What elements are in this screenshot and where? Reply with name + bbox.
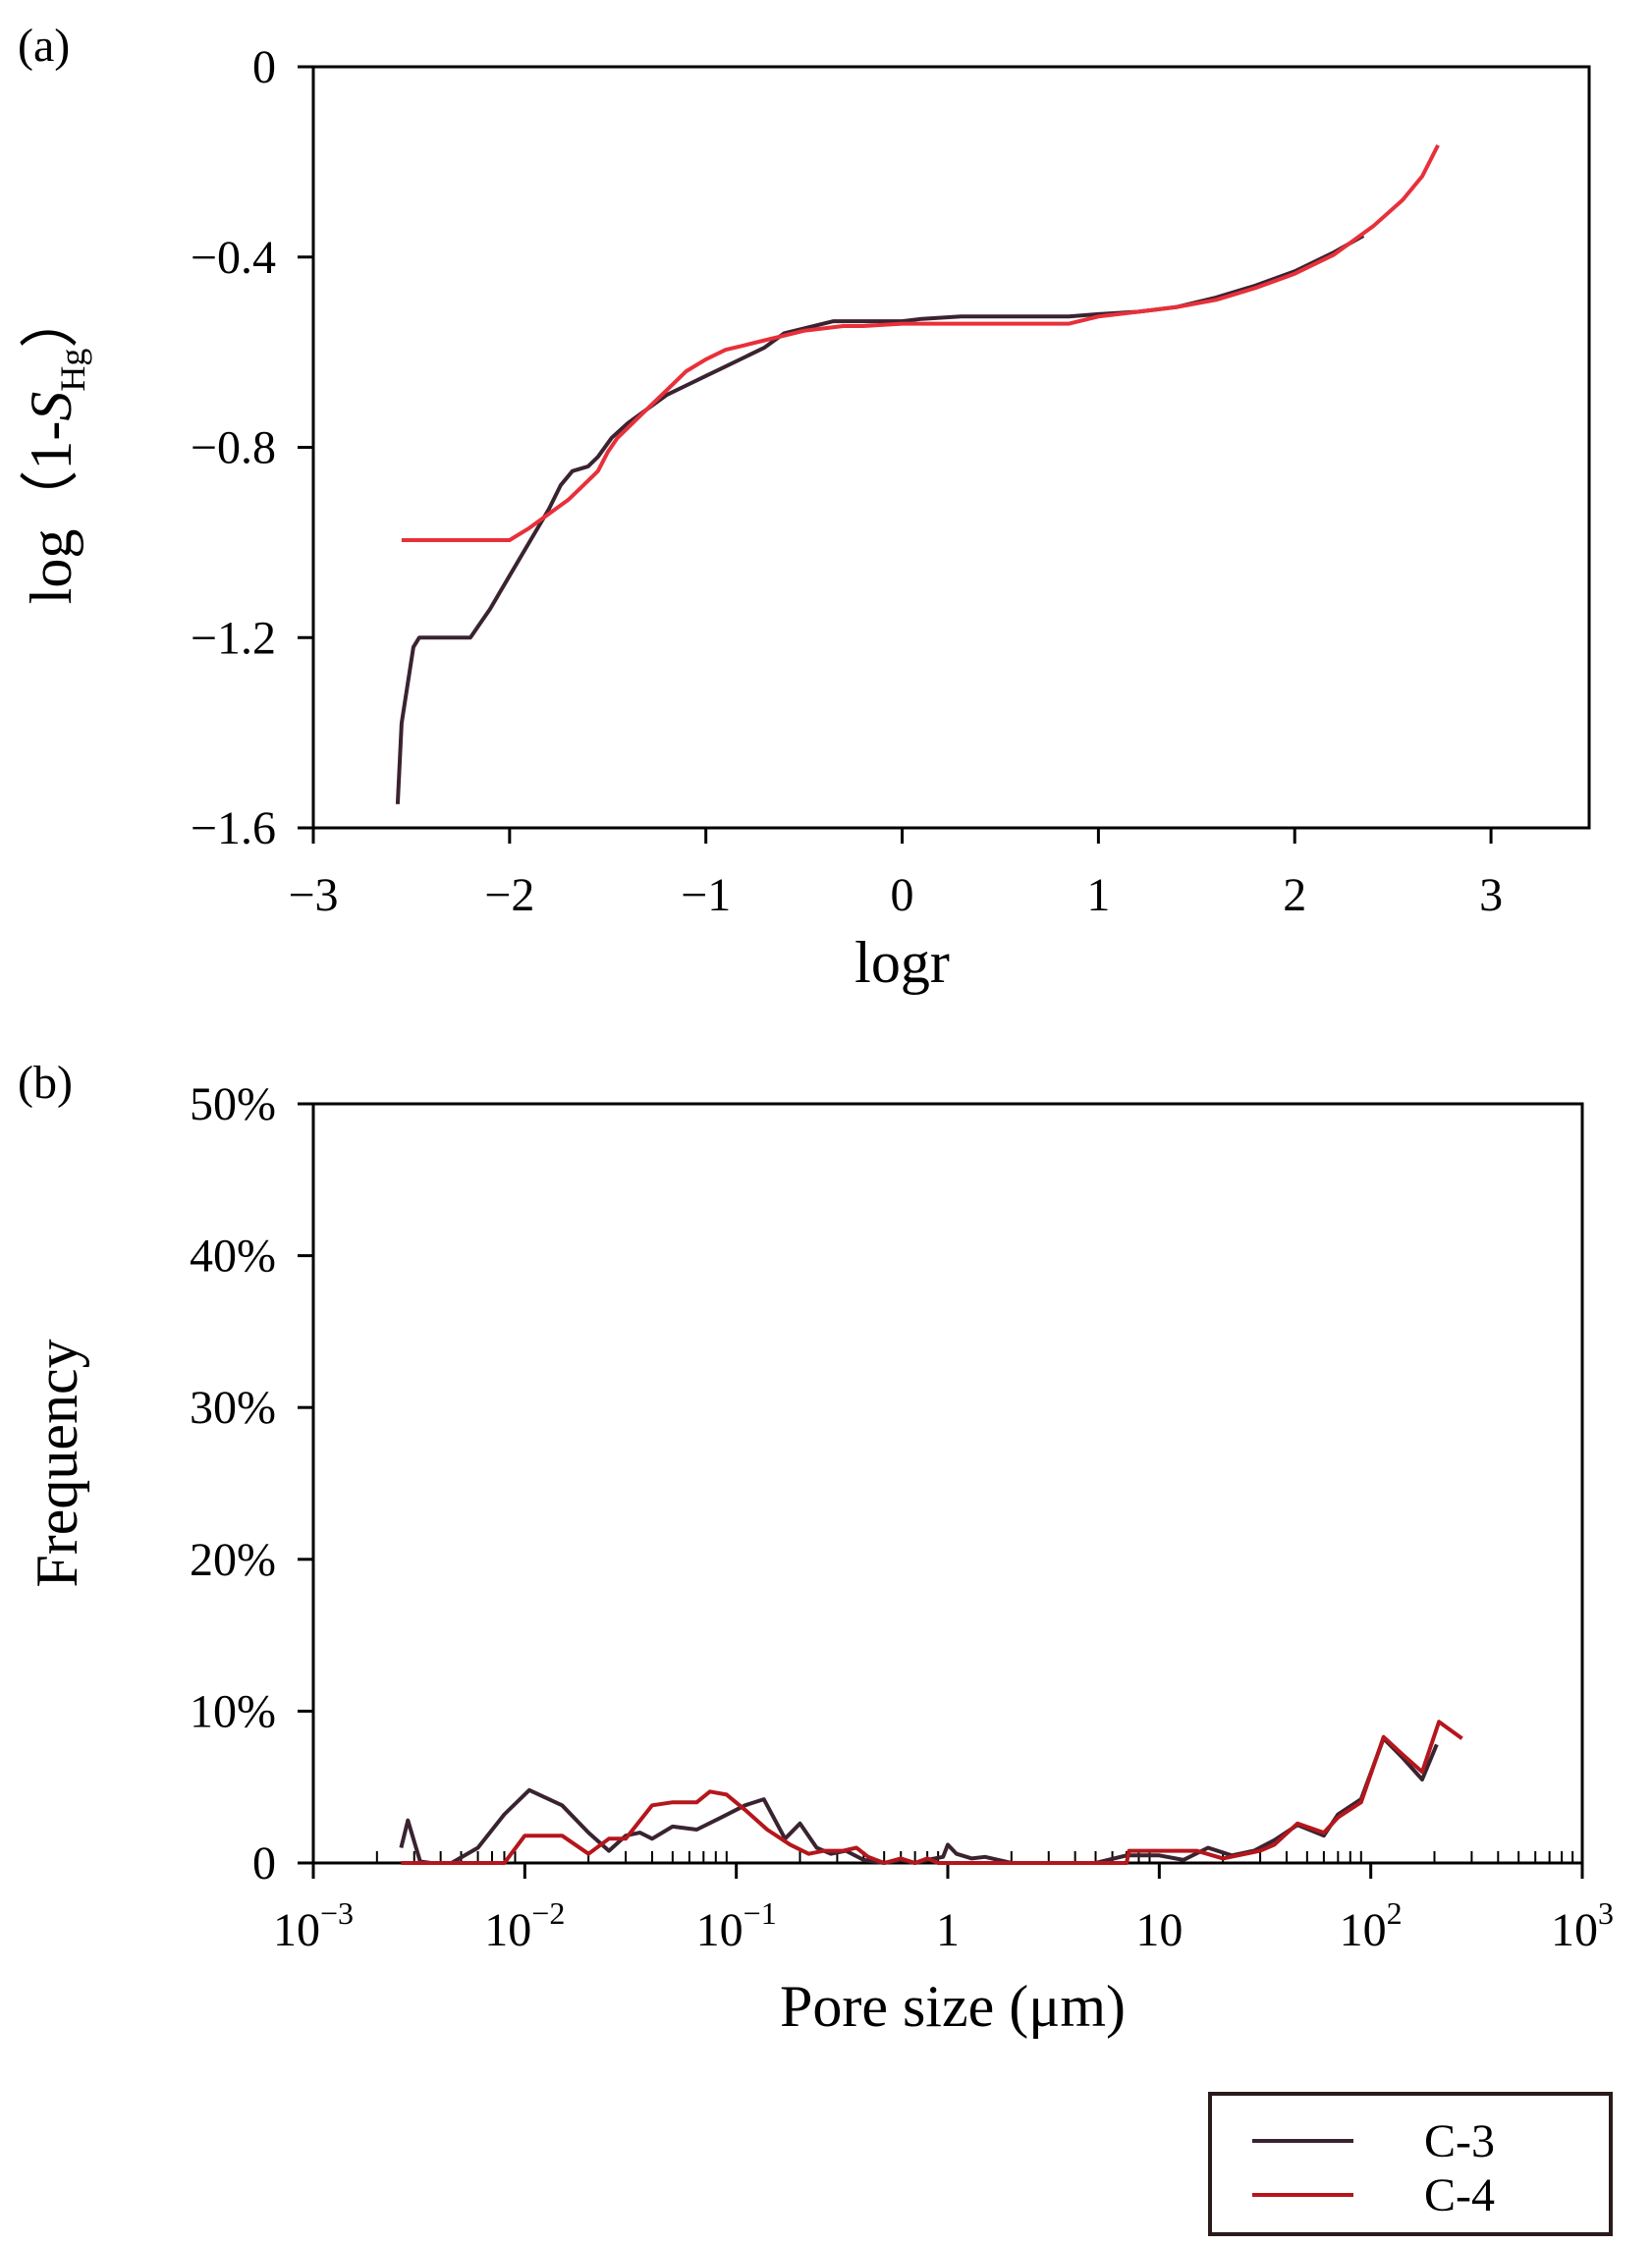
y-title-symbol-a: S bbox=[19, 392, 83, 421]
y-title-suffix-a: ） bbox=[19, 290, 83, 349]
x-tick-base-b: 10 bbox=[484, 1904, 531, 1956]
x-tick-label-b: 102 bbox=[1340, 1895, 1403, 1956]
y-tick-label-b: 10% bbox=[190, 1685, 276, 1737]
panel-a: −3 −2 −1 0 1 2 3 0 −0.4 −0.8 −1.2 −1.6 (a) logr log（1-… bbox=[18, 20, 1591, 995]
x-tick-base-b: 1 bbox=[936, 1904, 960, 1956]
legend-label-c-3: C-3 bbox=[1424, 2115, 1495, 2167]
y-axis-title-a: log（1-SHg） bbox=[19, 290, 92, 605]
y-tick-label-a: −1.2 bbox=[191, 612, 276, 664]
y-tick-label-a: −0.8 bbox=[191, 422, 276, 474]
x-tick-label-b: 1 bbox=[936, 1904, 960, 1956]
y-axis-title-b: Frequency bbox=[25, 1339, 89, 1587]
y-tick-label-b: 20% bbox=[190, 1534, 276, 1586]
x-tick-label-b: 10−3 bbox=[273, 1895, 354, 1956]
x-tick-exp-b: −1 bbox=[743, 1895, 777, 1931]
panel-label-a: (a) bbox=[18, 20, 70, 72]
x-tick-exp-b: 2 bbox=[1387, 1895, 1403, 1931]
y-tick-label-b: 50% bbox=[190, 1078, 276, 1130]
x-tick-label-b: 103 bbox=[1551, 1895, 1614, 1956]
x-tick-base-b: 10 bbox=[273, 1904, 320, 1956]
x-tick-base-b: 10 bbox=[1135, 1904, 1183, 1956]
legend-label-c-4: C-4 bbox=[1424, 2169, 1495, 2221]
legend: C-3C-4 bbox=[1208, 2092, 1613, 2236]
panel-label-b: (b) bbox=[18, 1057, 73, 1109]
x-tick-label-b: 10−1 bbox=[696, 1895, 777, 1956]
series-line-a-c-3 bbox=[395, 234, 1365, 804]
y-tick-label-a: −0.4 bbox=[191, 232, 276, 284]
x-tick-label-a: 0 bbox=[891, 869, 914, 921]
x-tick-base-b: 10 bbox=[1551, 1904, 1598, 1956]
series-line-b-c-3 bbox=[399, 1736, 1439, 1865]
x-tick-base-b: 10 bbox=[696, 1904, 743, 1956]
x-tick-label-a: 1 bbox=[1086, 869, 1110, 921]
x-axis-title-a: logr bbox=[854, 930, 950, 995]
x-tick-label-a: 2 bbox=[1283, 869, 1306, 921]
y-title-subscript-a: Hg bbox=[53, 349, 92, 392]
x-tick-label-b: 10−2 bbox=[484, 1895, 565, 1956]
y-tick-label-b: 0 bbox=[252, 1837, 276, 1889]
panel-b: 10−3 10−2 10−1 1 10 102 103010%20%30%40%50%(b)… bbox=[18, 1057, 1614, 2039]
series-line-a-c-4 bbox=[401, 143, 1440, 542]
x-tick-label-a: −3 bbox=[288, 869, 338, 921]
x-axis-title-b: Pore size (μm) bbox=[780, 1974, 1126, 2039]
x-tick-exp-b: −3 bbox=[320, 1895, 354, 1931]
series-line-b-c-4 bbox=[401, 1720, 1463, 1865]
x-tick-base-b: 10 bbox=[1340, 1904, 1387, 1956]
x-tick-label-b: 10 bbox=[1135, 1904, 1183, 1956]
plot-frame-a bbox=[311, 65, 1591, 830]
x-tick-label-a: −2 bbox=[484, 869, 534, 921]
y-tick-label-a: −1.6 bbox=[191, 802, 276, 854]
y-tick-label-b: 40% bbox=[190, 1231, 276, 1283]
y-tick-label-b: 30% bbox=[190, 1382, 276, 1434]
legend-box bbox=[1208, 2092, 1613, 2236]
y-tick-label-a: 0 bbox=[252, 41, 276, 93]
x-tick-exp-b: 3 bbox=[1598, 1895, 1614, 1931]
y-title-prefix-a: log（1- bbox=[19, 421, 83, 605]
x-tick-label-a: 3 bbox=[1479, 869, 1503, 921]
x-tick-exp-b: −2 bbox=[531, 1895, 565, 1931]
x-tick-label-a: −1 bbox=[681, 869, 731, 921]
